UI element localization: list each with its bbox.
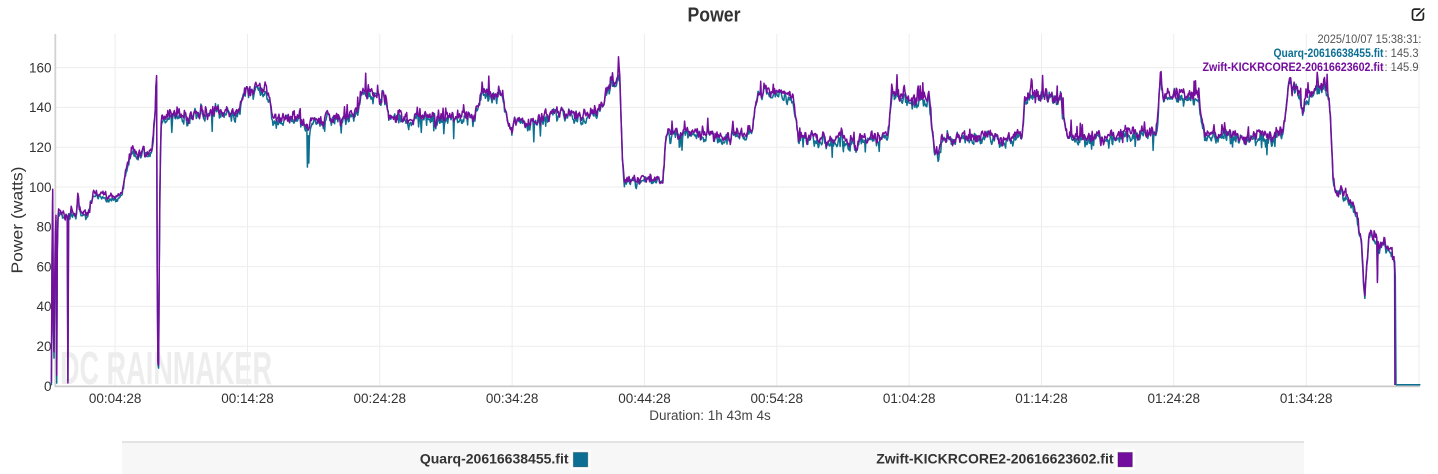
svg-text:140: 140 <box>29 100 52 115</box>
svg-text:20: 20 <box>36 339 51 354</box>
svg-text:160: 160 <box>29 60 52 75</box>
svg-text:Power: Power <box>688 5 741 27</box>
svg-text:00:54:28: 00:54:28 <box>751 391 804 406</box>
svg-text:00:34:28: 00:34:28 <box>486 391 539 406</box>
svg-text:00:24:28: 00:24:28 <box>354 391 407 406</box>
svg-text:Power (watts): Power (watts) <box>10 167 27 274</box>
svg-text:Quarq-20616638455.fit: Quarq-20616638455.fit <box>1274 48 1384 60</box>
svg-text:01:04:28: 01:04:28 <box>883 391 936 406</box>
svg-text:: 145.9: : 145.9 <box>1385 62 1419 74</box>
svg-text:00:14:28: 00:14:28 <box>221 391 274 406</box>
svg-text:Quarq-20616638455.fit: Quarq-20616638455.fit <box>420 451 569 467</box>
svg-text:01:14:28: 01:14:28 <box>1015 391 1068 406</box>
svg-text:0: 0 <box>44 379 52 394</box>
svg-text:40: 40 <box>36 299 51 314</box>
svg-text:Duration: 1h 43m 4s: Duration: 1h 43m 4s <box>649 408 771 423</box>
svg-text:: 145.3: : 145.3 <box>1385 48 1419 60</box>
svg-text:80: 80 <box>36 220 51 235</box>
svg-text:00:04:28: 00:04:28 <box>89 391 142 406</box>
svg-text:2025/10/07 15:38:31:: 2025/10/07 15:38:31: <box>1318 34 1422 46</box>
svg-text:Zwift-KICKRCORE2-20616623602.f: Zwift-KICKRCORE2-20616623602.fit <box>1203 62 1384 74</box>
svg-text:01:34:28: 01:34:28 <box>1280 391 1333 406</box>
svg-text:Zwift-KICKRCORE2-20616623602.f: Zwift-KICKRCORE2-20616623602.fit <box>876 451 1114 467</box>
svg-text:60: 60 <box>36 259 51 274</box>
svg-text:00:44:28: 00:44:28 <box>618 391 671 406</box>
svg-text:DC RAINMAKER: DC RAINMAKER <box>60 342 272 394</box>
svg-text:01:24:28: 01:24:28 <box>1148 391 1201 406</box>
svg-text:100: 100 <box>29 180 52 195</box>
svg-text:120: 120 <box>29 140 52 155</box>
